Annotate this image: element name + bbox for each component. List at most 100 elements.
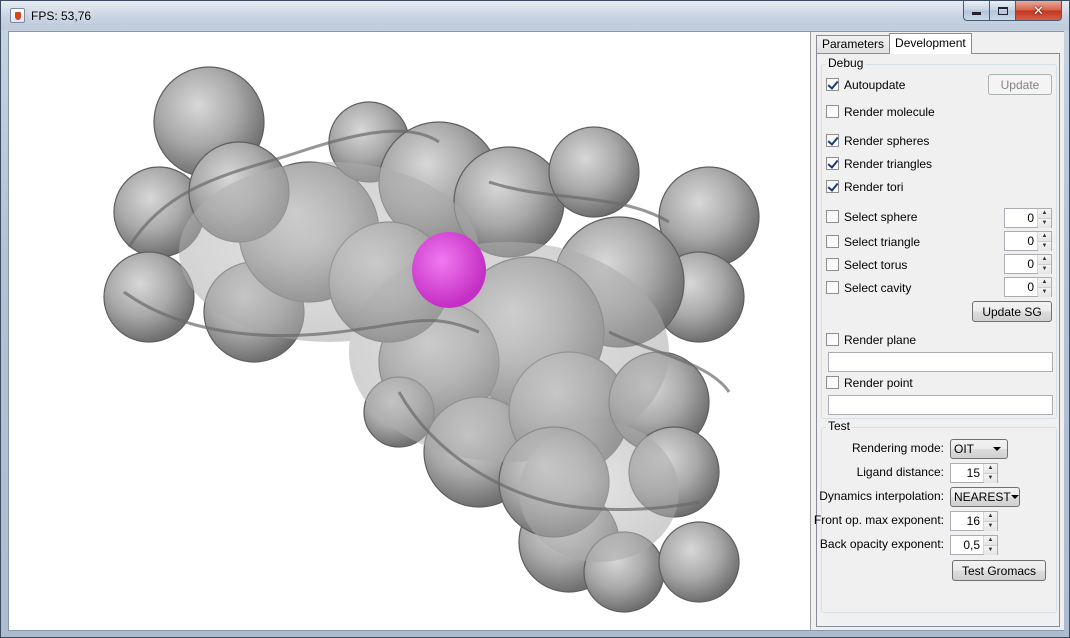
render-molecule-checkbox[interactable] [826,105,839,118]
tab-parameters[interactable]: Parameters [816,35,891,54]
select-sphere-label[interactable]: Select sphere [844,209,918,224]
spin-down-icon[interactable]: ▼ [1038,265,1051,274]
render-plane-label[interactable]: Render plane [844,332,917,347]
minimize-button[interactable] [963,1,990,21]
molecular-surface-render [103,66,760,613]
tab-bar: Parameters Development [816,33,972,54]
front-op-value[interactable]: 16 [966,514,980,528]
window-controls: ✕ [963,1,1062,21]
select-cavity-label[interactable]: Select cavity [844,280,912,295]
maximize-button[interactable] [990,1,1016,21]
dynamics-interpolation-value: NEAREST [954,490,1011,504]
maximize-icon [997,6,1008,15]
client-area: Parameters Development Debug Autoupdate … [8,31,1064,631]
select-torus-checkbox[interactable] [826,258,839,271]
select-cavity-spinner[interactable]: 0 ▲ ▼ [1004,277,1052,297]
cavity-blob [412,232,486,308]
chevron-down-icon [993,447,1001,451]
render-spheres-label[interactable]: Render spheres [844,133,930,148]
title-bar[interactable]: FPS: 53,76 ✕ [1,1,1069,30]
render-point-label[interactable]: Render point [844,375,913,390]
dynamics-interpolation-label: Dynamics interpolation: [819,489,944,503]
render-point-input[interactable] [828,395,1053,415]
render-plane-checkbox[interactable] [826,333,839,346]
rendering-mode-label: Rendering mode: [851,441,944,455]
render-spheres-checkbox[interactable] [826,134,839,147]
spin-up-icon[interactable]: ▲ [1038,255,1051,265]
autoupdate-label[interactable]: Autoupdate [844,77,906,92]
render-plane-input[interactable] [828,352,1053,372]
select-triangle-spinner[interactable]: 0 ▲ ▼ [1004,231,1052,251]
front-op-label: Front op. max exponent: [813,513,944,527]
render-tori-label[interactable]: Render tori [844,179,904,194]
spin-up-icon[interactable]: ▲ [984,464,997,474]
select-triangle-label[interactable]: Select triangle [844,234,921,249]
render-triangles-row: Render triangles [826,155,932,172]
update-button[interactable]: Update [988,74,1052,95]
render-point-row: Render point [826,374,913,391]
java-icon [10,8,25,23]
spin-down-icon[interactable]: ▼ [984,522,997,531]
back-opacity-label: Back opacity exponent: [819,537,944,551]
dynamics-interpolation-select[interactable]: NEAREST [950,487,1020,507]
spin-up-icon[interactable]: ▲ [984,512,997,522]
ligand-distance-label: Ligand distance: [856,465,944,479]
autoupdate-row: Autoupdate [826,76,905,93]
spin-up-icon[interactable]: ▲ [1038,278,1051,288]
back-opacity-spinner[interactable]: 0,5 ▲ ▼ [950,535,998,555]
select-torus-row: Select torus [826,256,907,273]
select-torus-spinner[interactable]: 0 ▲ ▼ [1004,254,1052,274]
spin-down-icon[interactable]: ▼ [1038,288,1051,297]
select-sphere-checkbox[interactable] [826,210,839,223]
chevron-down-icon [1010,495,1019,499]
back-opacity-value[interactable]: 0,5 [963,538,980,552]
test-group: Test Rendering mode: OIT Ligand distance… [814,419,1057,613]
ligand-distance-spinner[interactable]: 15 ▲ ▼ [950,463,998,483]
spin-down-icon[interactable]: ▼ [1038,219,1051,228]
select-sphere-row: Select sphere [826,208,917,225]
render-tori-row: Render tori [826,178,903,195]
spin-down-icon[interactable]: ▼ [984,474,997,483]
spin-up-icon[interactable]: ▲ [984,536,997,546]
ligand-distance-value[interactable]: 15 [966,466,980,480]
update-sg-button[interactable]: Update SG [972,301,1052,322]
minimize-icon [972,12,981,15]
debug-group: Debug Autoupdate Update Render molecule … [821,56,1057,419]
rendering-mode-select[interactable]: OIT [950,439,1008,459]
render-tori-checkbox[interactable] [826,180,839,193]
render-plane-row: Render plane [826,331,916,348]
select-cavity-value[interactable]: 0 [1027,280,1034,294]
test-group-title: Test [826,419,853,433]
window-title: FPS: 53,76 [31,9,92,23]
autoupdate-checkbox[interactable] [826,78,839,91]
close-icon: ✕ [1033,3,1044,18]
spin-down-icon[interactable]: ▼ [984,546,997,555]
front-op-spinner[interactable]: 16 ▲ ▼ [950,511,998,531]
spin-up-icon[interactable]: ▲ [1038,209,1051,219]
select-triangle-checkbox[interactable] [826,235,839,248]
render-point-checkbox[interactable] [826,376,839,389]
render-spheres-row: Render spheres [826,132,929,149]
settings-panel: Parameters Development Debug Autoupdate … [812,32,1064,630]
development-tab-content: Debug Autoupdate Update Render molecule … [814,53,1060,627]
render-triangles-label[interactable]: Render triangles [844,156,933,171]
select-torus-value[interactable]: 0 [1027,257,1034,271]
tab-development[interactable]: Development [889,33,972,54]
molecule-viewport[interactable] [9,32,811,630]
rendering-mode-value: OIT [954,442,974,456]
select-triangle-row: Select triangle [826,233,920,250]
test-gromacs-button[interactable]: Test Gromacs [952,560,1046,581]
debug-group-title: Debug [826,56,866,70]
select-sphere-spinner[interactable]: 0 ▲ ▼ [1004,208,1052,228]
select-sphere-value[interactable]: 0 [1027,211,1034,225]
render-molecule-label[interactable]: Render molecule [844,104,935,119]
surface-ridges [123,129,731,511]
select-triangle-value[interactable]: 0 [1027,234,1034,248]
select-cavity-row: Select cavity [826,279,911,296]
select-torus-label[interactable]: Select torus [844,257,908,272]
close-button[interactable]: ✕ [1016,1,1062,21]
select-cavity-checkbox[interactable] [826,281,839,294]
spin-up-icon[interactable]: ▲ [1038,232,1051,242]
render-triangles-checkbox[interactable] [826,157,839,170]
spin-down-icon[interactable]: ▼ [1038,242,1051,251]
